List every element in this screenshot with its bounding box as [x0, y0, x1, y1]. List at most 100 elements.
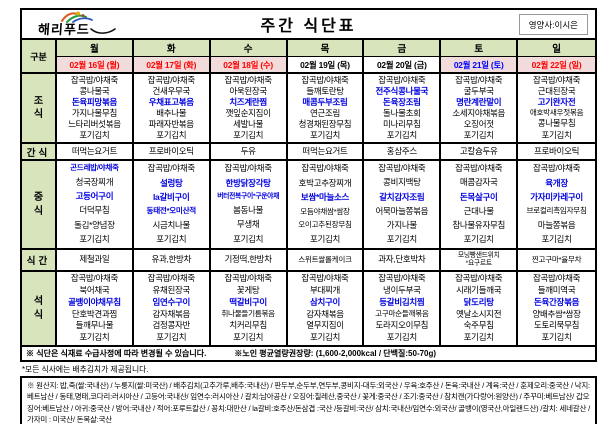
menu-item: 제철과일 [79, 254, 110, 265]
menu-cell: 고칼슘두유 [441, 144, 519, 161]
menu-item: 참나물유자무침 [452, 219, 506, 230]
menu-item: 등갈비김치찜 [379, 297, 425, 308]
menu-item: 한방닭장각탕 [225, 177, 271, 188]
menu-cell: 잡곡밥/야채죽 콩나물국 돈육피망볶음 가지나물무침 느타리버섯볶음 포기김치 [57, 74, 134, 144]
menu-item: 포기김치 [79, 129, 110, 140]
menu-item: 잡곡밥/야채죽 [224, 74, 272, 85]
notice-calories: ※노인 평균열량권장량: (1,600-2,000kcal / 단백질:50-7… [234, 349, 437, 358]
menu-item: 콩나물무침 [537, 118, 576, 129]
menu-item: 열무지짐이 [306, 320, 344, 331]
meal-label: 식간 [22, 250, 57, 272]
menu-cell: 모닝빵샌드위치 *요구르트 [441, 250, 519, 272]
menu-item: 기정떡,한방차 [224, 254, 272, 265]
date-cell: 02월 22일 (일) [518, 57, 595, 74]
menu-item: 건새우무국 [152, 85, 191, 96]
menu-item: 포기김치 [233, 233, 264, 244]
day-header: 목 [287, 40, 365, 57]
menu-item: 검정콩자반 [152, 320, 191, 331]
date-cell: 02월 20일 (금) [364, 57, 442, 74]
menu-item: 단호박견과찜 [71, 308, 117, 319]
menu-item: 잡곡밥/야채죽 [532, 74, 581, 85]
menu-item: 배추나물 [156, 107, 187, 118]
origin-box: ※ 원산지: 밥,죽(쌀:국내산) / 누룽지(쌀:미국산) / 배추김치(고추… [20, 376, 597, 424]
menu-item: 근대나물 [463, 205, 494, 216]
menu-item: 포기김치 [156, 332, 187, 343]
menu-item: 돈육장조림 [383, 96, 421, 107]
menu-item: 연근조림 [309, 107, 341, 118]
menu-cell: 잡곡밥/야채죽 들깨토란탕 매콤두부조림 연근조림 청경채된장무침 포기김치 [287, 74, 365, 144]
menu-item: 고기완자전 [537, 97, 576, 108]
menu-cell: 잡곡밥/야채죽 근대된장국 고기완자전 애호박새우젓볶음 콩나물무침 포기김치 [518, 74, 595, 144]
menu-item: 들깨미역국 [537, 284, 576, 295]
notice-change: ※ 식단은 식재료 수급사정에 따라 변경될 수 있습니다. [26, 349, 207, 358]
menu-item: 포기김치 [386, 233, 417, 244]
menu-item: 고등어구이 [75, 190, 114, 201]
menu-item: 아욱된장국 [229, 85, 267, 96]
menu-item: 치즈계란찜 [229, 96, 267, 107]
menu-item: 북어채국 [79, 284, 110, 295]
menu-item: 닭도리탕 [463, 296, 494, 307]
menu-item: 잡곡밥/야채죽 [455, 74, 503, 85]
menu-item: 봄동나물 [233, 204, 264, 215]
menu-cell: 잡곡밥/야채죽 설렁탕 la갈비구이 동태전*오미산적 시금치나물 포기김치 [133, 161, 211, 250]
day-header: 화 [133, 40, 211, 57]
menu-item: 근대된장국 [537, 85, 576, 96]
menu-cell: 잡곡밥/야채죽 매콤감자국 돈목살구이 근대나물 참나물유자무침 포기김치 [441, 161, 519, 250]
menu-item: 전주식콩나물국 [375, 85, 429, 96]
menu-cell: 잡곡밥/야채죽 북어채국 골뱅이야채무침 단호박견과찜 들깨무나물 포기김치 [57, 272, 134, 347]
menu-item: 돈육간장볶음 [534, 296, 580, 307]
menu-cell: 떠먹는요거트 [287, 144, 365, 161]
corner-label: 구분 [22, 40, 57, 74]
menu-item: 시래기들깨국 [456, 284, 502, 295]
menu-cell: 잡곡밥/야채죽 전주식콩나물국 돈육장조림 돌나물초회 미나리무침 포기김치 [364, 74, 442, 144]
menu-item: 소세지야채볶음 [452, 107, 506, 118]
menu-item: 잡곡밥/야채죽 [224, 273, 272, 284]
menu-item: 프로바이오틱 [148, 145, 194, 156]
menu-item: 포기김치 [79, 332, 110, 343]
menu-item: 포기김치 [463, 233, 494, 244]
origin-info-text: ※ 원산지: 밥,죽(쌀:국내산) / 누룽지(쌀:미국산) / 배추김치(고추… [27, 381, 590, 424]
menu-item: 느타리버섯볶음 [68, 118, 121, 129]
menu-item: 잡곡밥/야채죽 [378, 74, 426, 85]
menu-item: 돈육피망볶음 [71, 96, 117, 107]
menu-cell: 스위트쌀롤케이크 [287, 250, 365, 272]
menu-item: 포기김치 [541, 129, 572, 140]
menu-item: 감자채볶음 [152, 308, 191, 319]
menu-item: 포기김치 [233, 129, 264, 140]
menu-item: 포기김치 [386, 332, 417, 343]
menu-cell: 잡곡밥/야채죽 들깨미역국 돈육간장볶음 양배추쌈*쌈장 도토리묵무침 포기김치 [518, 272, 595, 347]
menu-cell: 곤드레밥/야채죽 청국장찌개 고등어구이 더덕무침 돌김*양념장 포기김치 [57, 161, 134, 250]
menu-item: 옛날소시지전 [456, 308, 502, 319]
menu-item: 잡곡밥/야채죽 [532, 163, 581, 174]
menu-cell: 잡곡밥/야채죽 유채된장국 임연수구이 감자채볶음 검정콩자반 포기김치 [133, 272, 211, 347]
menu-item: 잡곡밥/야채죽 [301, 74, 349, 85]
menu-item: 곤드레밥/야채죽 [70, 163, 119, 173]
menu-cell: 홍삼주스 [364, 144, 442, 161]
menu-item: 잡곡밥/야채죽 [70, 273, 119, 284]
menu-item: 두유 [240, 145, 256, 156]
logo-emblem-icon [60, 11, 93, 23]
menu-cell: 잡곡밥/야채죽 냉이두부국 등갈비김치찜 고구마순들깨볶음 도라지오이무침 포기김치 [364, 272, 442, 347]
menu-item: 들깨무나물 [75, 320, 114, 331]
date-cell: 02월 19일 (목) [287, 57, 365, 74]
menu-item: 유채된장국 [152, 284, 191, 295]
menu-item: 떡갈비구이 [229, 297, 267, 308]
menu-item: 돌김*양념장 [74, 219, 115, 230]
menu-item: 고구마순들깨볶음 [375, 309, 429, 319]
menu-item: 포기김치 [309, 332, 341, 343]
day-header: 금 [364, 40, 442, 57]
day-header: 일 [518, 40, 595, 57]
menu-item: 부대찌개 [309, 284, 341, 295]
logo: 해리푸드 [37, 11, 116, 37]
menu-item: 도라지오이무침 [375, 320, 429, 331]
menu-cell: 과자,단호박차 [364, 250, 442, 272]
menu-cell: 잡곡밥/야채죽 부대찌개 삼치구이 감자채볶음 열무지짐이 포기김치 [287, 272, 365, 347]
menu-cell: 잡곡밥/야채죽 아욱된장국 치즈계란찜 깻잎순지짐이 세발나물 포기김치 [210, 74, 288, 144]
menu-item: 가자미카레구이 [530, 191, 583, 202]
menu-item: 잡곡밥/야채죽 [70, 74, 119, 85]
menu-item: 찐고구마*율무차 [531, 254, 582, 264]
notice-row: ※ 식단은 식재료 수급사정에 따라 변경될 수 있습니다. ※노인 평균열량권… [22, 347, 595, 360]
menu-item: 포기김치 [79, 233, 110, 244]
